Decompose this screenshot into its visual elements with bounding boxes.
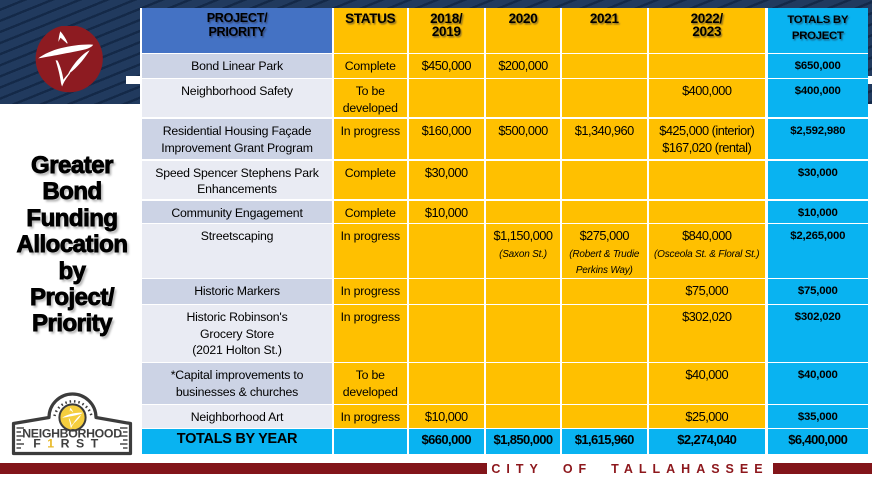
svg-text:NEIGHBORHOOD: NEIGHBORHOOD [22, 427, 122, 441]
svg-text:F1RST: F1RST [33, 437, 104, 451]
